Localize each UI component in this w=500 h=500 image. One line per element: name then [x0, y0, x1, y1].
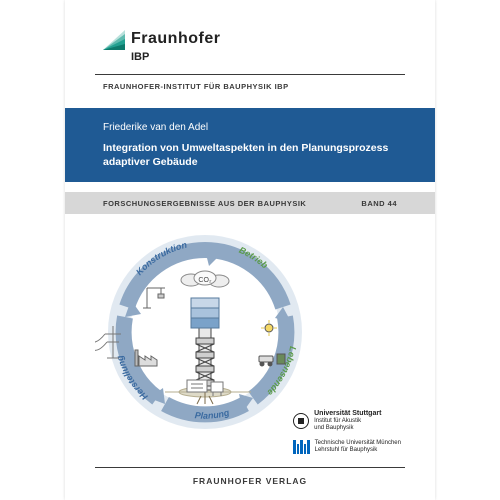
tower-icon	[165, 298, 251, 404]
org-unit: IBP	[131, 51, 220, 63]
author-name: Friederike van den Adel	[103, 122, 397, 133]
tum-name: Technische Universität München	[315, 440, 401, 447]
bottom-divider	[95, 467, 405, 468]
title-band: Friederike van den Adel Integration von …	[65, 108, 435, 182]
crane-icon	[143, 288, 165, 308]
book-title: Integration von Umweltaspekten in den Pl…	[103, 141, 397, 169]
uni-stuttgart-name: Universität Stuttgart	[314, 410, 381, 418]
fraunhofer-logo-block: Fraunhofer IBP	[103, 28, 220, 63]
series-name: FORSCHUNGSERGEBNISSE AUS DER BAUPHYSIK	[103, 199, 306, 208]
title-line-1: Integration von Umweltaspekten in den Pl…	[103, 142, 388, 154]
uni-stuttgart-block: Universität Stuttgart Institut für Akust…	[293, 410, 381, 432]
emissions-icon: CO₂	[181, 271, 229, 287]
book-cover: Fraunhofer IBP FRAUNHOFER-INSTITUT FÜR B…	[65, 0, 435, 500]
co2-label: CO₂	[198, 277, 212, 284]
uni-stuttgart-dept1: Institut für Akustik	[314, 418, 381, 425]
partner-logos: Universität Stuttgart Institut für Akust…	[293, 410, 401, 454]
top-divider	[95, 74, 405, 75]
fraunhofer-logo-icon	[103, 28, 125, 50]
factory-icon	[135, 350, 157, 366]
uni-stuttgart-dept2: und Bauphysik	[314, 425, 381, 432]
publisher-name: FRAUNHOFER VERLAG	[65, 476, 435, 486]
tum-logo-icon	[293, 440, 310, 454]
lifecycle-illustration: Konstruktion Betrieb Lebensende Planung …	[95, 220, 405, 440]
title-line-2: adaptiver Gebäude	[103, 156, 198, 168]
institute-name: FRAUNHOFER-INSTITUT FÜR BAUPHYSIK IBP	[103, 82, 289, 91]
org-name: Fraunhofer	[131, 30, 220, 48]
tum-dept: Lehrstuhl für Bauphysik	[315, 447, 401, 454]
series-band: FORSCHUNGSERGEBNISSE AUS DER BAUPHYSIK B…	[65, 192, 435, 214]
tum-block: Technische Universität München Lehrstuhl…	[293, 440, 401, 454]
uni-stuttgart-icon	[293, 413, 309, 429]
volume-number: BAND 44	[361, 199, 397, 208]
